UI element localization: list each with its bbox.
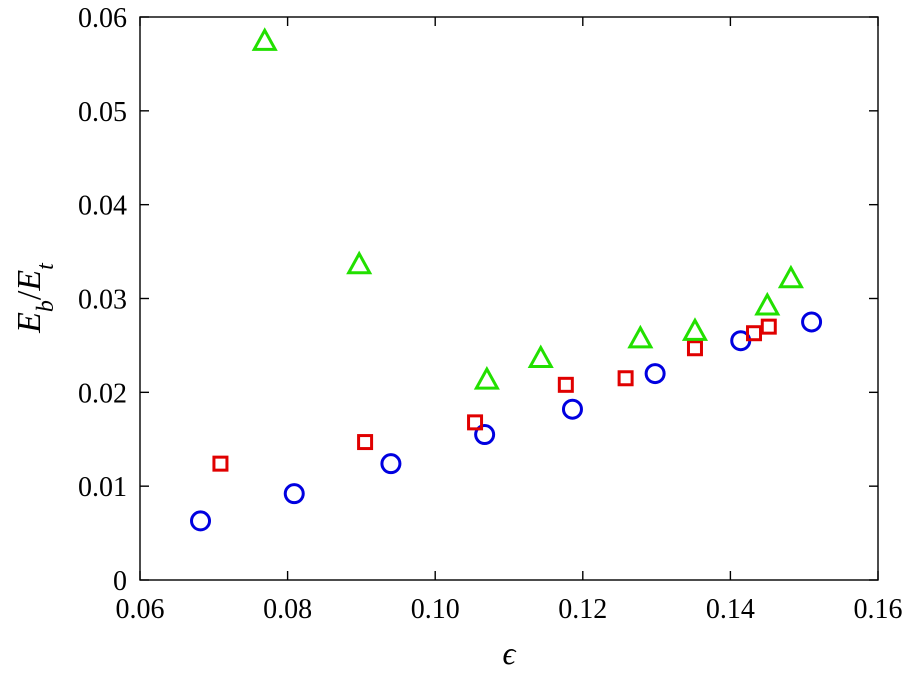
square-point	[467, 414, 484, 431]
plot-frame	[139, 16, 879, 581]
x-tick-label: 0.12	[558, 594, 607, 625]
circle-point	[801, 311, 823, 333]
y-tick-label: 0.06	[78, 3, 127, 34]
x-axis: 0.06 0.08 0.10 0.12 0.14 0.16	[116, 17, 903, 625]
x-tick-label: 0.06	[116, 594, 165, 625]
triangle-point	[681, 317, 709, 341]
y-axis: 0 0.01 0.02 0.03 0.04 0.05 0.06	[78, 3, 878, 597]
square-point	[357, 434, 374, 451]
triangle-point	[754, 291, 781, 316]
circle-point	[283, 483, 305, 505]
square-point	[617, 370, 634, 387]
data-points	[190, 27, 823, 532]
circle-point	[474, 424, 496, 446]
triangle-point	[346, 250, 373, 275]
y-tick-label: 0	[113, 566, 127, 597]
circle-point	[190, 510, 212, 532]
triangle-point	[473, 366, 500, 390]
square-point	[557, 376, 574, 393]
x-tick-label: 0.16	[854, 594, 903, 625]
triangle-point	[527, 344, 554, 369]
square-point	[760, 318, 777, 335]
triangle-point	[627, 324, 654, 349]
square-point	[686, 340, 703, 357]
x-axis-label: ϵ	[503, 635, 517, 671]
square-point	[746, 325, 763, 342]
triangle-point	[251, 27, 278, 51]
triangle-point	[777, 264, 804, 289]
circle-point	[380, 453, 402, 475]
y-tick-label: 0.03	[78, 285, 127, 316]
y-tick-label: 0.01	[78, 472, 127, 503]
y-axis-label: Eb/Et	[11, 262, 59, 334]
circle-point	[644, 363, 666, 385]
square-point	[212, 455, 229, 472]
y-tick-label: 0.04	[78, 191, 127, 222]
x-tick-label: 0.08	[263, 594, 312, 625]
x-tick-label: 0.14	[706, 594, 755, 625]
x-tick-label: 0.10	[411, 594, 460, 625]
y-tick-label: 0.02	[78, 378, 127, 409]
circle-point	[561, 398, 583, 420]
y-tick-label: 0.05	[78, 97, 127, 128]
